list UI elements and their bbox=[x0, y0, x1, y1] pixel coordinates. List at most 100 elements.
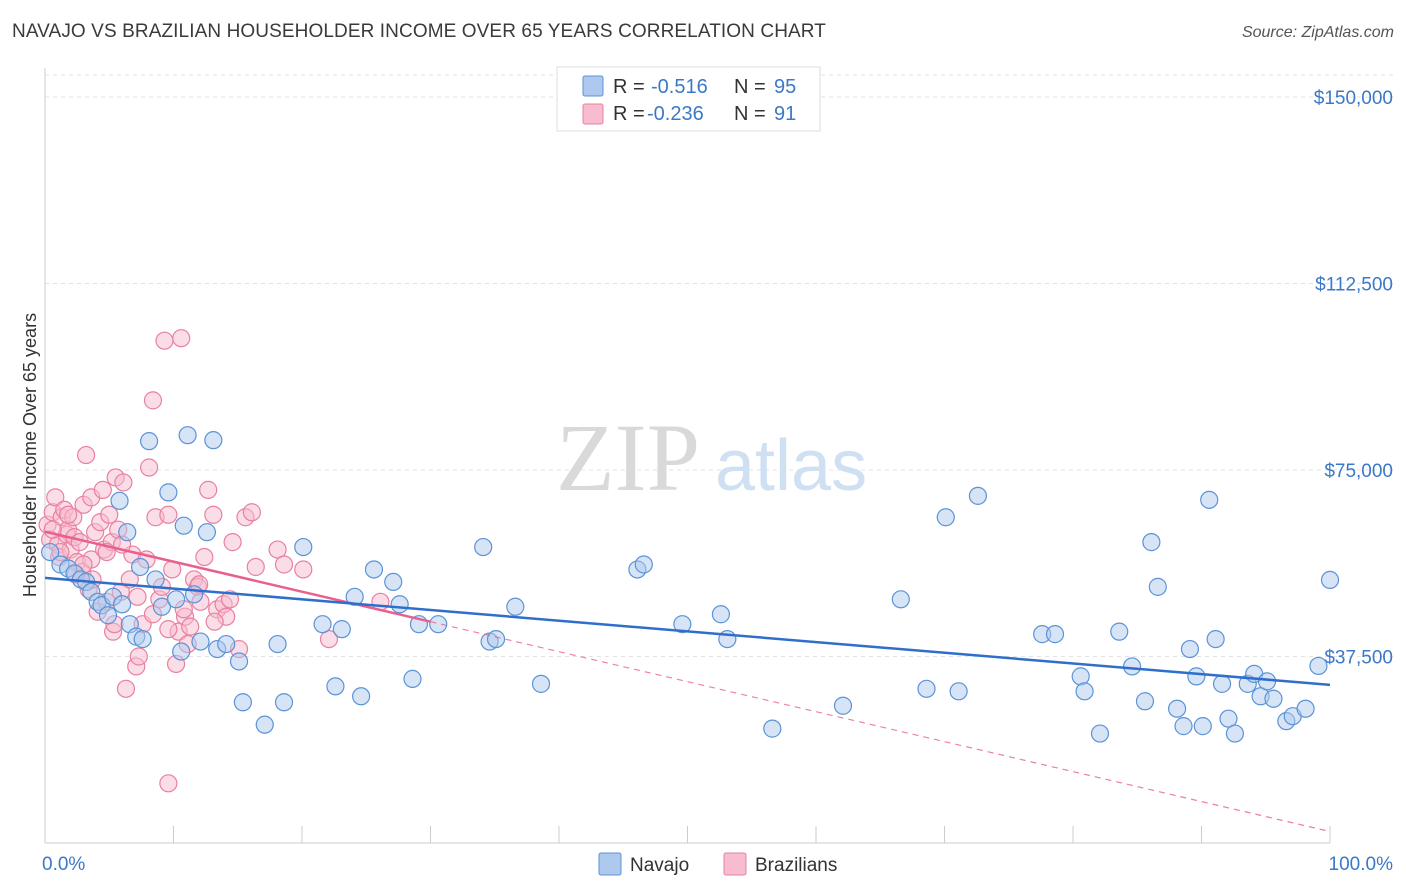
navajo-point-78 bbox=[1180, 639, 1200, 659]
axes bbox=[44, 68, 1331, 844]
navajo-r-label: R = bbox=[613, 76, 645, 98]
navajo-point-27 bbox=[191, 632, 210, 651]
navajo-point-89 bbox=[1257, 672, 1277, 691]
navajo-point-85 bbox=[1225, 724, 1245, 743]
navajo-point-94 bbox=[1309, 656, 1328, 676]
navajo-point-20 bbox=[152, 597, 172, 616]
watermark: ZIP atlas bbox=[556, 404, 867, 511]
y-tick-labels: $37,500 $75,000 $112,500 $150,000 bbox=[1314, 88, 1393, 669]
x-tick-label-0: 0.0% bbox=[42, 854, 85, 875]
x-tick-label-1: 100.0% bbox=[1329, 854, 1394, 875]
navajo-point-52 bbox=[506, 597, 525, 616]
navajo-point-12 bbox=[112, 595, 132, 614]
navajo-point-81 bbox=[1200, 490, 1219, 509]
navajo-point-16 bbox=[130, 557, 150, 577]
navajo-point-83 bbox=[1212, 674, 1232, 693]
brazilians-point-3 bbox=[46, 488, 65, 507]
x-tick-labels: 0.0% 100.0% bbox=[42, 854, 1393, 875]
navajo-point-22 bbox=[166, 590, 186, 609]
navajo-point-19 bbox=[146, 570, 165, 589]
navajo-point-71 bbox=[1110, 622, 1129, 641]
brazilians-point-38 bbox=[129, 647, 148, 666]
brazilians-point-64 bbox=[220, 590, 240, 609]
navajo-point-13 bbox=[118, 523, 137, 542]
navajo-point-68 bbox=[1071, 667, 1090, 686]
brazilians-point-86 bbox=[205, 612, 224, 631]
legend-navajo-label: Navajo bbox=[630, 855, 689, 876]
navajo-n-label: N = bbox=[734, 76, 766, 98]
navajo-point-57 bbox=[711, 605, 731, 624]
brazilians-point-81 bbox=[128, 587, 147, 606]
navajo-point-35 bbox=[268, 634, 287, 654]
navajo-point-53 bbox=[531, 674, 551, 693]
navajo-point-24 bbox=[174, 516, 193, 535]
navajo-point-49 bbox=[474, 537, 493, 557]
navajo-point-65 bbox=[968, 486, 988, 505]
chart-title: NAVAJO VS BRAZILIAN HOUSEHOLDER INCOME O… bbox=[12, 21, 826, 42]
navajo-point-77 bbox=[1174, 717, 1193, 736]
navajo-point-33 bbox=[233, 693, 252, 712]
navajo-n-value: 95 bbox=[774, 76, 796, 98]
navajo-point-72 bbox=[1123, 657, 1142, 676]
brazilians-swatch bbox=[582, 103, 604, 125]
navajo-trend-line bbox=[44, 576, 1331, 687]
navajo-point-31 bbox=[217, 634, 236, 654]
brazilians-point-71 bbox=[274, 555, 294, 574]
navajo-point-90 bbox=[1264, 689, 1283, 708]
brazilians-point-69 bbox=[246, 557, 265, 577]
navajo-point-46 bbox=[403, 669, 422, 688]
navajo-point-45 bbox=[390, 595, 409, 614]
brazilians-point-46 bbox=[155, 331, 174, 350]
legend-brazilians-swatch bbox=[723, 852, 747, 876]
navajo-point-51 bbox=[486, 629, 506, 649]
navajo-point-11 bbox=[110, 491, 129, 510]
navajo-point-61 bbox=[891, 590, 910, 609]
y-tick-label-3: $150,000 bbox=[1314, 88, 1393, 109]
navajo-point-93 bbox=[1296, 699, 1315, 718]
y-tick-label-2: $112,500 bbox=[1315, 275, 1393, 296]
navajo-point-56 bbox=[673, 615, 692, 634]
navajo-point-75 bbox=[1148, 577, 1167, 596]
navajo-point-29 bbox=[204, 431, 223, 450]
navajo-point-44 bbox=[384, 572, 403, 592]
navajo-point-38 bbox=[313, 615, 332, 634]
navajo-point-28 bbox=[197, 523, 217, 542]
watermark-atlas: atlas bbox=[715, 426, 867, 506]
navajo-point-60 bbox=[833, 696, 853, 715]
brazilians-point-51 bbox=[172, 329, 191, 348]
navajo-point-62 bbox=[917, 679, 936, 698]
brazilians-point-68 bbox=[242, 503, 261, 522]
brazilians-r-label: R = bbox=[613, 103, 645, 125]
navajo-point-95 bbox=[1320, 570, 1340, 590]
navajo-point-23 bbox=[172, 642, 191, 661]
brazilians-point-54 bbox=[181, 617, 200, 636]
brazilians-trend-line bbox=[44, 530, 431, 623]
navajo-point-36 bbox=[274, 693, 294, 712]
navajo-point-40 bbox=[332, 620, 351, 639]
navajo-point-9 bbox=[98, 606, 118, 625]
navajo-point-69 bbox=[1075, 682, 1094, 701]
navajo-point-55 bbox=[634, 555, 653, 574]
brazilians-n-label: N = bbox=[734, 103, 766, 125]
brazilians-point-65 bbox=[223, 533, 242, 552]
source-label: Source: ZipAtlas.com bbox=[1241, 24, 1394, 41]
legend-brazilians-label: Brazilians bbox=[755, 855, 837, 876]
navajo-point-43 bbox=[364, 560, 384, 579]
navajo-point-17 bbox=[133, 629, 152, 649]
navajo-point-82 bbox=[1206, 629, 1225, 649]
navajo-point-70 bbox=[1090, 724, 1110, 743]
brazilians-points bbox=[38, 329, 390, 793]
trend-lines bbox=[44, 530, 1331, 833]
navajo-point-0 bbox=[41, 542, 60, 562]
navajo-point-63 bbox=[936, 508, 955, 527]
navajo-point-39 bbox=[326, 677, 345, 696]
brazilians-point-88 bbox=[59, 505, 78, 524]
brazilians-point-60 bbox=[204, 505, 223, 524]
brazilians-point-59 bbox=[199, 480, 218, 499]
y-axis-label: Householder Income Over 65 years bbox=[20, 313, 40, 597]
stats-box: R = -0.516 N = 95 R = -0.236 N = 91 bbox=[556, 66, 821, 132]
navajo-point-73 bbox=[1135, 692, 1155, 711]
brazilians-point-17 bbox=[77, 445, 96, 465]
brazilians-point-75 bbox=[159, 774, 178, 793]
